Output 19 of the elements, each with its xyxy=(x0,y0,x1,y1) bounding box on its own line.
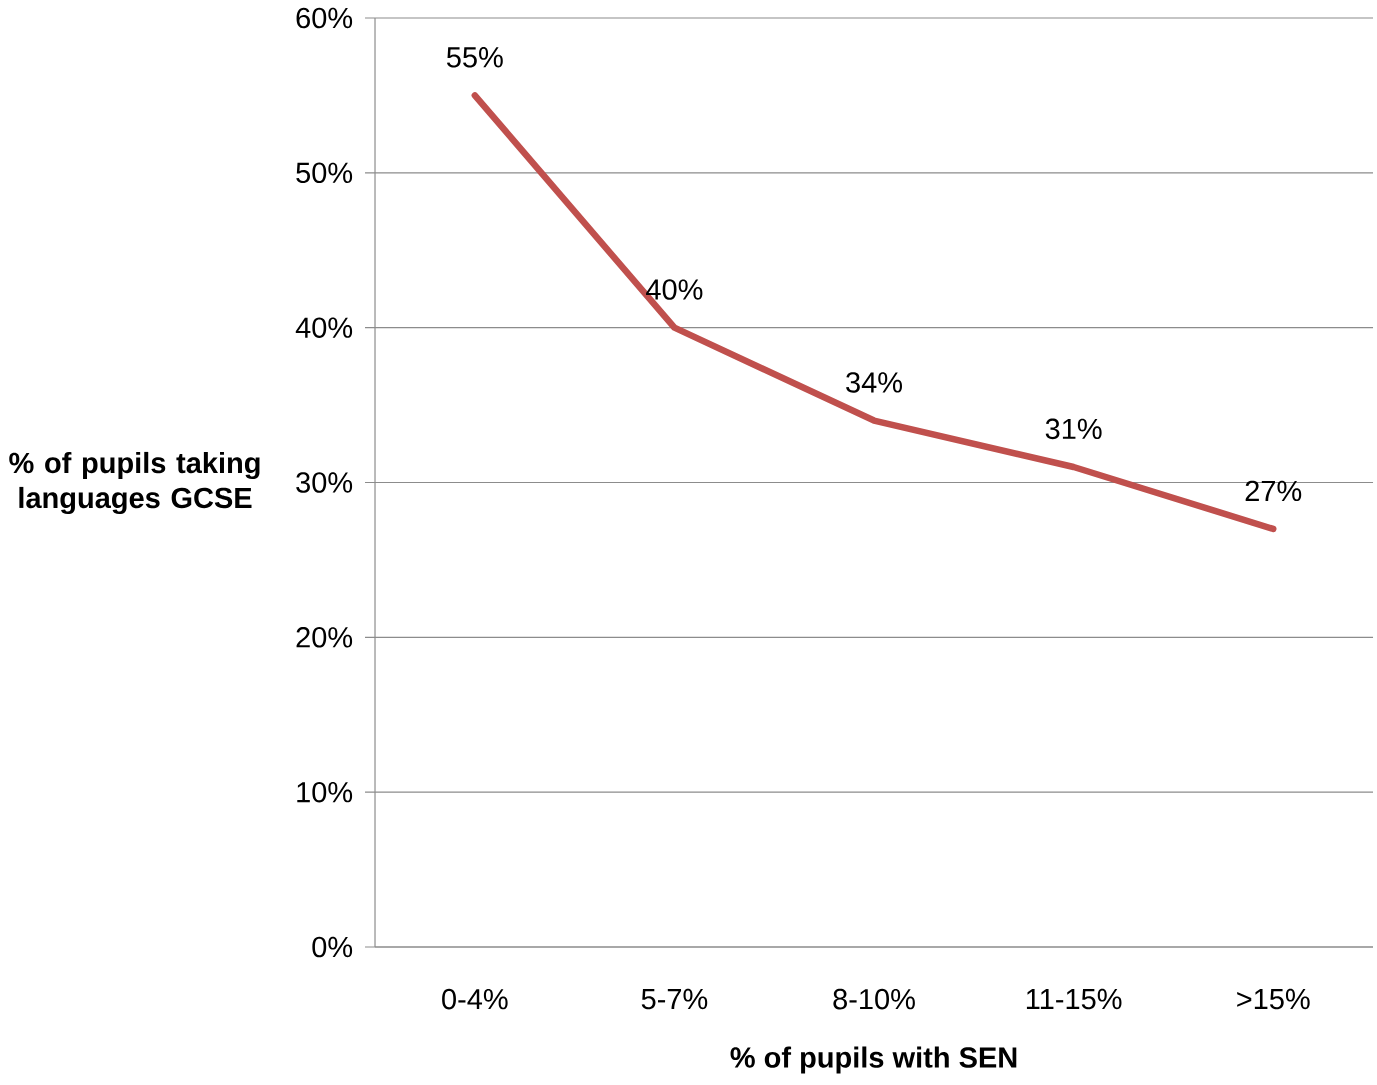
data-label: 27% xyxy=(1245,480,1302,502)
data-label: 34% xyxy=(846,372,902,393)
y-tick-label: 0% xyxy=(312,936,353,958)
x-tick-label: 11-15% xyxy=(1026,988,1122,1010)
x-tick-label: 0-4% xyxy=(442,988,508,1010)
y-tick-label: 20% xyxy=(296,627,353,648)
y-tick-label: 10% xyxy=(297,781,353,803)
y-tick-label: 50% xyxy=(296,162,353,184)
data-label: 31% xyxy=(1045,418,1102,440)
y-tick-label: 60% xyxy=(296,7,353,29)
x-tick-label: 5-7% xyxy=(641,988,708,1010)
data-label: 55% xyxy=(446,47,503,68)
y-tick-label: 40% xyxy=(295,317,353,338)
x-tick-label: >15% xyxy=(1237,988,1310,1010)
x-tick-label: 8-10% xyxy=(833,988,915,1010)
y-tick-label: 30% xyxy=(296,472,353,493)
x-axis-title: % of pupils with SEN xyxy=(730,1046,1017,1074)
data-label: 40% xyxy=(646,279,703,300)
y-axis-title: % of pupils taking languages GCSE xyxy=(9,451,260,515)
